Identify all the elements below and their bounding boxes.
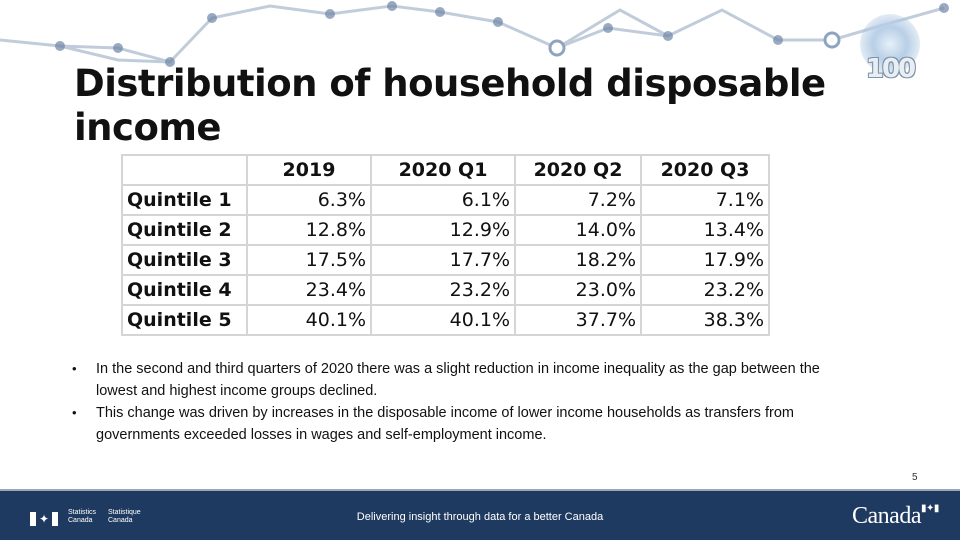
page-number: 5 bbox=[912, 472, 918, 483]
agency-name-fr: Statistique Canada bbox=[108, 509, 141, 524]
table-header-2020-q2: 2020 Q2 bbox=[514, 154, 642, 186]
table-row: Quintile 4 23.4% 23.2% 23.0% 23.2% bbox=[121, 274, 770, 306]
table-cell: 17.5% bbox=[246, 244, 372, 276]
table-cell: 13.4% bbox=[640, 214, 770, 246]
table-header-2020-q1: 2020 Q1 bbox=[370, 154, 516, 186]
table-cell: 6.1% bbox=[370, 184, 516, 216]
canada-flag-icon: ✦ bbox=[30, 512, 58, 526]
bullet-dot-icon: • bbox=[72, 361, 77, 376]
logo-number: 100 bbox=[865, 54, 916, 84]
table-cell: 23.2% bbox=[640, 274, 770, 306]
bullet-text: This change was driven by increases in t… bbox=[96, 405, 794, 443]
anniversary-100-logo: 100 bbox=[852, 10, 928, 86]
bullet-item: • This change was driven by increases in… bbox=[70, 402, 860, 446]
table-cell: 18.2% bbox=[514, 244, 642, 276]
canada-wordmark: Canada▮✦▮ bbox=[852, 503, 939, 529]
table-cell: 17.7% bbox=[370, 244, 516, 276]
table-row: Quintile 1 6.3% 6.1% 7.2% 7.1% bbox=[121, 184, 770, 216]
table-cell: 7.1% bbox=[640, 184, 770, 216]
table-cell: 12.8% bbox=[246, 214, 372, 246]
bullet-dot-icon: • bbox=[72, 405, 77, 420]
network-decoration bbox=[0, 1, 949, 67]
table-cell: 23.4% bbox=[246, 274, 372, 306]
footer-tagline: Delivering insight through data for a be… bbox=[356, 511, 604, 523]
table-cell: 7.2% bbox=[514, 184, 642, 216]
table-cell: 40.1% bbox=[370, 304, 516, 336]
table-cell: 37.7% bbox=[514, 304, 642, 336]
agency-name-en: Statistics Canada bbox=[68, 509, 97, 524]
table-header-row: 2019 2020 Q1 2020 Q2 2020 Q3 bbox=[121, 154, 770, 186]
bullet-text: In the second and third quarters of 2020… bbox=[96, 361, 820, 399]
table-cell: 14.0% bbox=[514, 214, 642, 246]
row-label: Quintile 5 bbox=[121, 304, 248, 336]
bullet-item: • In the second and third quarters of 20… bbox=[70, 358, 860, 402]
income-distribution-table: 2019 2020 Q1 2020 Q2 2020 Q3 Quintile 1 … bbox=[121, 154, 770, 336]
footer-bar: ✦ Statistics Canada Statistique Canada D… bbox=[0, 489, 960, 540]
table-row: Quintile 5 40.1% 40.1% 37.7% 38.3% bbox=[121, 304, 770, 336]
table-row: Quintile 2 12.8% 12.9% 14.0% 13.4% bbox=[121, 214, 770, 246]
bullet-list: • In the second and third quarters of 20… bbox=[70, 358, 860, 446]
table-header-corner bbox=[121, 154, 248, 186]
table-cell: 40.1% bbox=[246, 304, 372, 336]
table-cell: 17.9% bbox=[640, 244, 770, 276]
row-label: Quintile 4 bbox=[121, 274, 248, 306]
row-label: Quintile 3 bbox=[121, 244, 248, 276]
slide-title: Distribution of household disposable inc… bbox=[74, 62, 826, 149]
table-cell: 38.3% bbox=[640, 304, 770, 336]
table-header-2020-q3: 2020 Q3 bbox=[640, 154, 770, 186]
table-header-2019: 2019 bbox=[246, 154, 372, 186]
table-cell: 6.3% bbox=[246, 184, 372, 216]
table-row: Quintile 3 17.5% 17.7% 18.2% 17.9% bbox=[121, 244, 770, 276]
row-label: Quintile 1 bbox=[121, 184, 248, 216]
globe-icon bbox=[860, 14, 920, 74]
row-label: Quintile 2 bbox=[121, 214, 248, 246]
table-cell: 23.2% bbox=[370, 274, 516, 306]
mini-flag-icon: ▮✦▮ bbox=[920, 503, 939, 514]
table-cell: 12.9% bbox=[370, 214, 516, 246]
table-cell: 23.0% bbox=[514, 274, 642, 306]
